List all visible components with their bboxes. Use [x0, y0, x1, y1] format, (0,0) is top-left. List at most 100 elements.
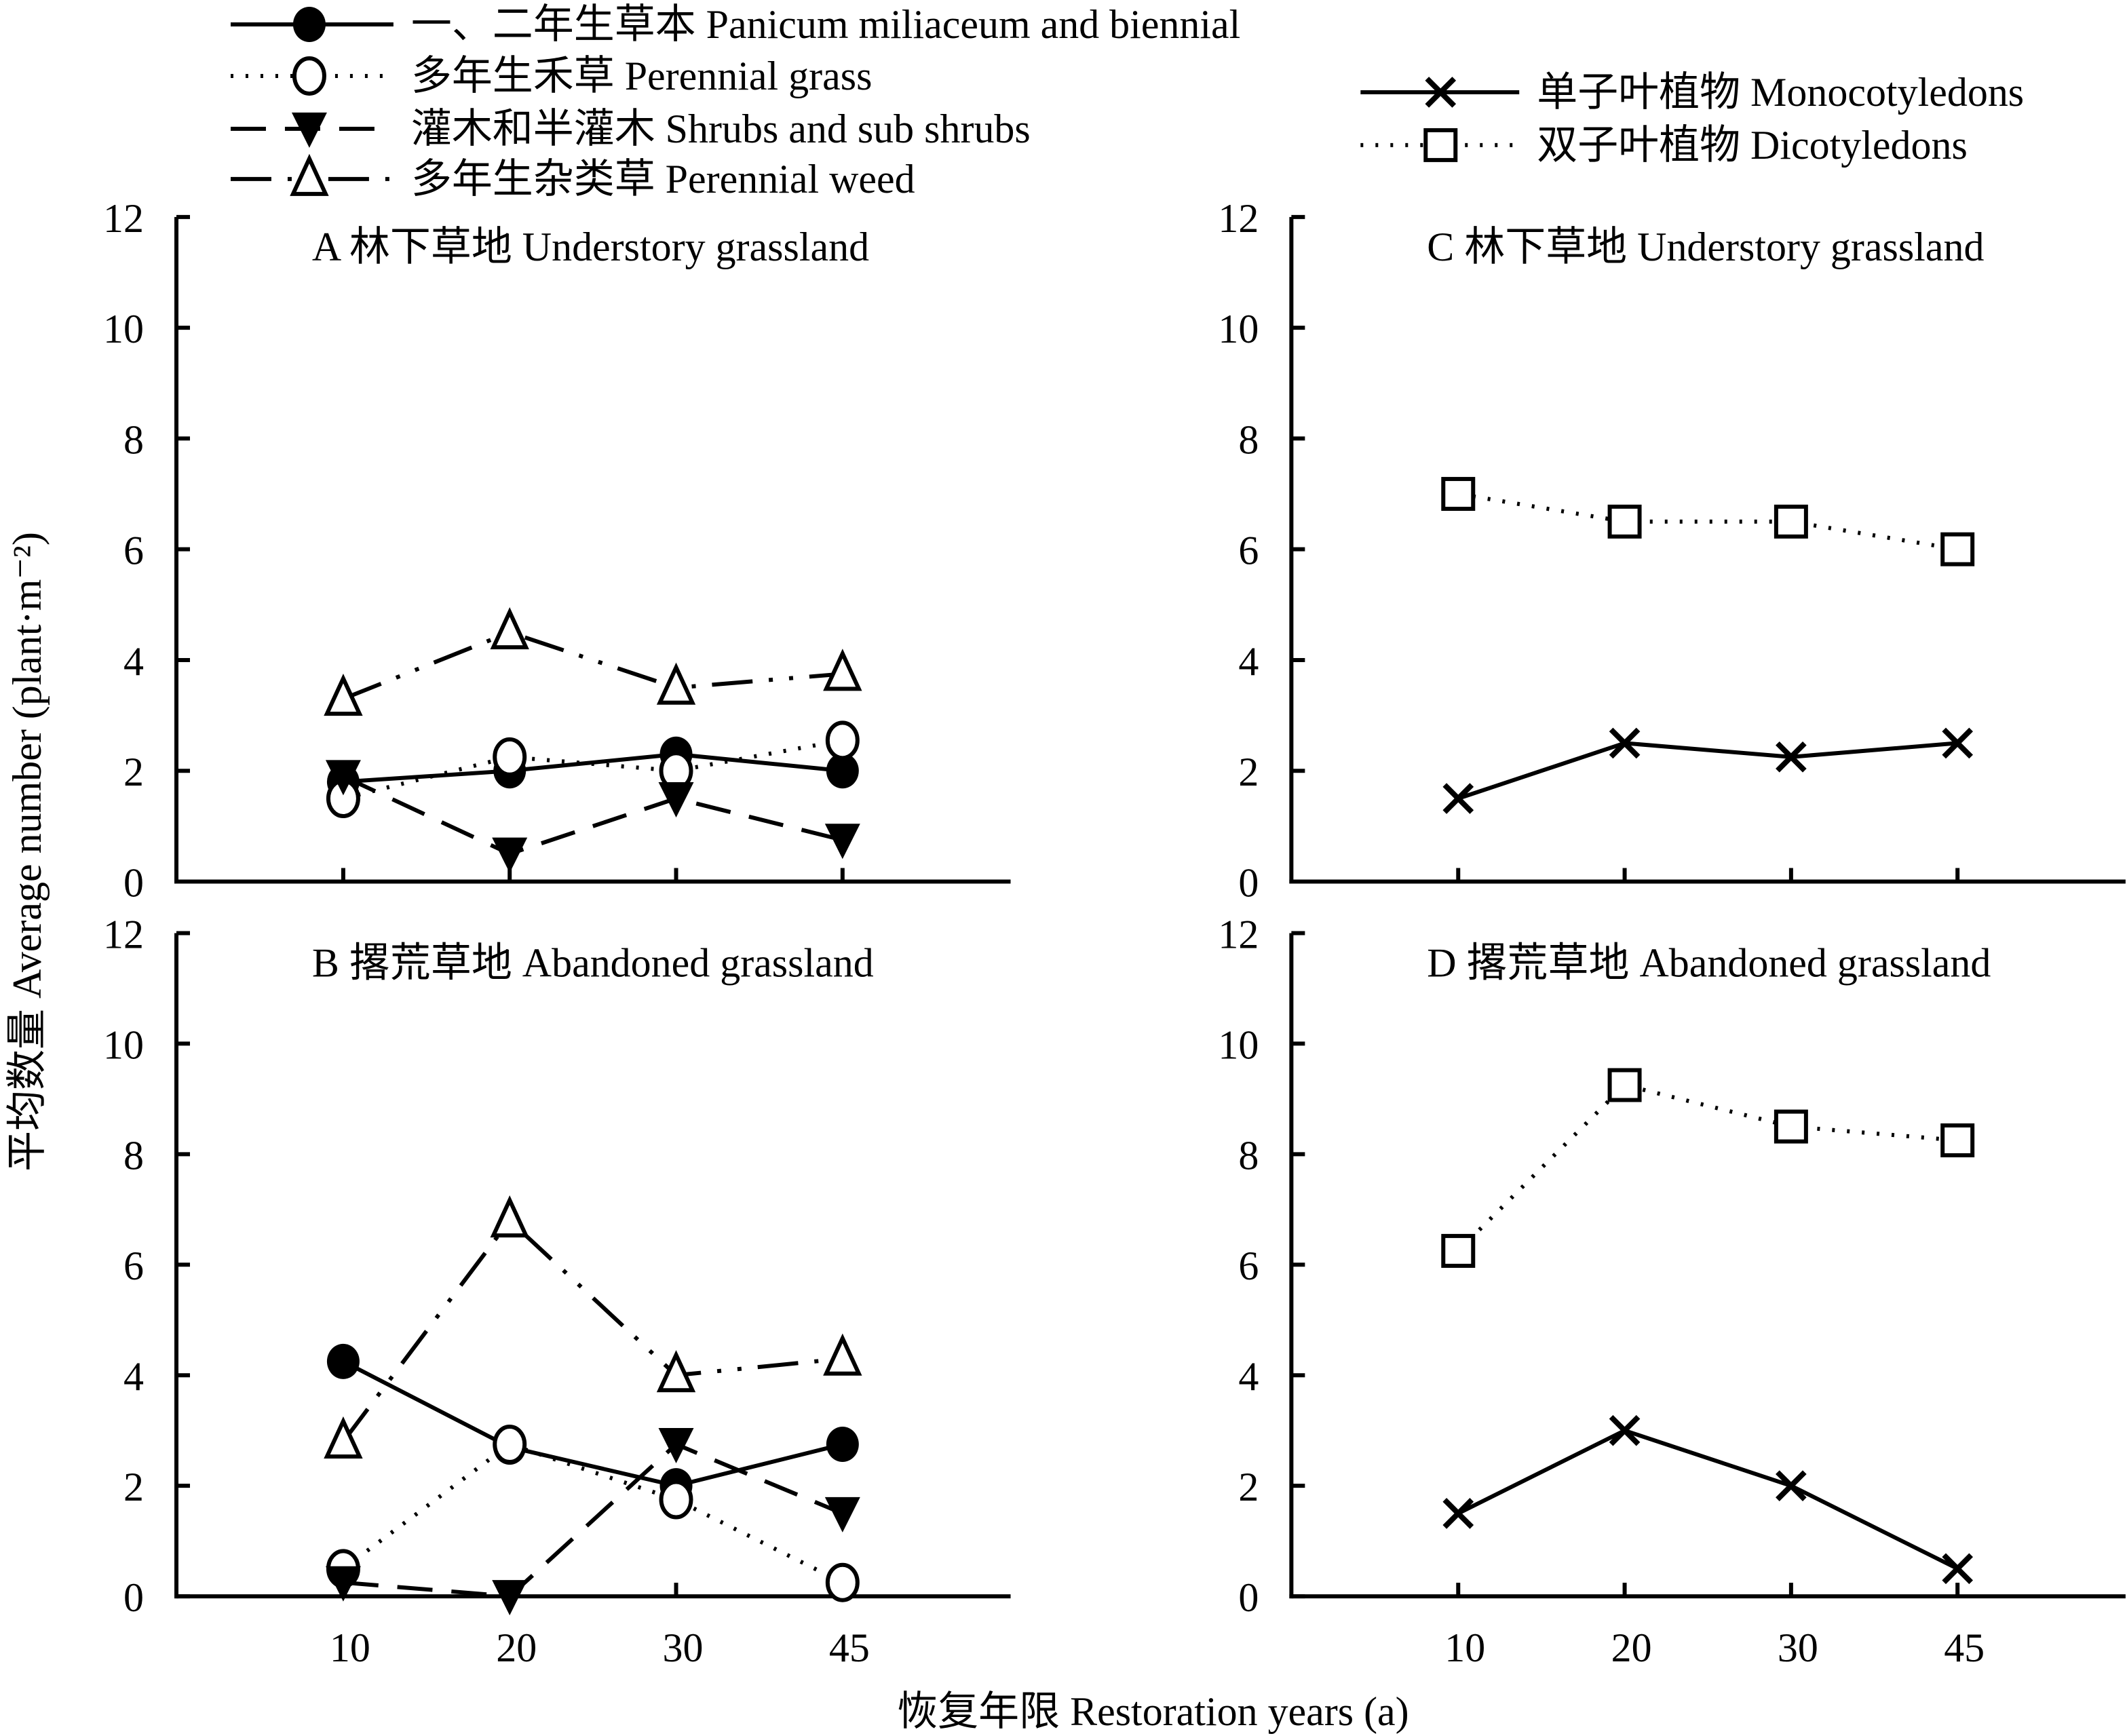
y-tick-label: 2	[123, 750, 144, 794]
panel-title: C 林下草地 Understory grassland	[1427, 225, 1984, 269]
legend-marker-icon	[292, 6, 326, 42]
legend-item-mono: 单子叶植物 Monocotyledons	[1360, 70, 2024, 115]
data-point-mono	[1609, 1414, 1641, 1446]
data-point-dicot	[1940, 1123, 1975, 1157]
data-point-mono	[1442, 1498, 1474, 1529]
y-tick-label: 2	[1238, 750, 1259, 794]
panel-D: 0 2 4 6 8 10 12 10 20 30 45 D 撂荒草地 Abandoned grassl…	[1218, 912, 2126, 1670]
y-tick-label: 8	[123, 417, 144, 462]
data-point-pweed	[823, 1333, 862, 1376]
legend-label: 双子叶植物 Dicotyledons	[1537, 123, 1968, 168]
legend-label: 单子叶植物 Monocotyledons	[1537, 70, 2024, 115]
data-point-mono	[1776, 741, 1807, 773]
y-tick-label: 4	[1238, 639, 1259, 684]
series-pweed	[324, 1195, 862, 1459]
legend-marker-icon	[292, 56, 326, 96]
series-line-shrubs	[342, 774, 843, 856]
data-point-shrubs	[325, 760, 361, 796]
legend-item-pgrass: 多年生禾草 Perennial grass	[230, 54, 873, 98]
series-line-shrubs	[343, 1442, 843, 1599]
x-tick-label: 20	[1611, 1625, 1652, 1670]
series-pgrass	[326, 1425, 860, 1602]
data-point-mono	[1442, 783, 1474, 814]
data-point-dicot	[1441, 477, 1476, 512]
y-tick-label: 10	[103, 1022, 144, 1067]
legend-label: 灌木和半灌木 Shrubs and sub shrubs	[411, 107, 1031, 151]
series-pweed	[324, 606, 862, 716]
data-point-pweed	[490, 1195, 529, 1238]
panels: 0 2 4 6 8 10 12 A 林下草地 Understory grassland 0 2 4 6…	[103, 196, 2126, 1670]
data-point-pweed	[656, 662, 696, 705]
data-point-shrubs	[325, 1566, 361, 1602]
legend-item-dicot: 双子叶植物 Dicotyledons	[1360, 123, 1968, 168]
legend-marker-icon	[1423, 128, 1458, 162]
data-point-mono	[1776, 1470, 1807, 1501]
y-tick-label: 10	[103, 307, 144, 351]
data-point-shrubs	[492, 837, 528, 873]
x-tick-label: 30	[1778, 1625, 1818, 1670]
series-line-pgrass	[343, 738, 843, 801]
panel-C: 0 2 4 6 8 10 12 C 林下草地 Understory grassland	[1218, 196, 2126, 905]
panel-A: 0 2 4 6 8 10 12 A 林下草地 Understory grassland	[103, 196, 1011, 905]
data-point-pgrass	[825, 720, 860, 760]
data-point-panicum	[826, 753, 859, 789]
series-line-panicum	[342, 1359, 843, 1488]
data-point-dicot	[1607, 1068, 1642, 1102]
data-point-pweed	[324, 1416, 363, 1459]
y-tick-label: 12	[103, 196, 144, 241]
panel-title: B 撂荒草地 Abandoned grassland	[312, 940, 874, 985]
data-point-pweed	[823, 649, 862, 691]
x-tick-label: 45	[1944, 1625, 1985, 1670]
legend-item-shrubs: 灌木和半灌木 Shrubs and sub shrubs	[230, 107, 1031, 151]
data-point-dicot	[1940, 532, 1975, 566]
y-tick-label: 0	[123, 1575, 144, 1620]
legend: 一、二年生草本 Panicum miliaceum and biennial 多年…	[230, 2, 2024, 201]
y-tick-label: 12	[103, 912, 144, 957]
series-mono	[1442, 727, 1974, 814]
data-point-mono	[1942, 727, 1974, 759]
data-point-shrubs	[658, 782, 694, 818]
data-point-mono	[1609, 727, 1641, 759]
series-shrubs	[325, 1428, 860, 1616]
legend-label: 一、二年生草本 Panicum miliaceum and biennial	[411, 2, 1240, 47]
data-point-shrubs	[824, 1497, 860, 1532]
y-tick-label: 12	[1218, 912, 1259, 957]
y-tick-label: 4	[1238, 1354, 1259, 1399]
data-point-shrubs	[824, 824, 860, 860]
series-line-panicum	[343, 752, 843, 784]
y-tick-label: 4	[123, 1354, 144, 1399]
x-tick-label: 45	[829, 1625, 870, 1670]
legend-marker-icon	[291, 112, 327, 148]
y-tick-label: 6	[1238, 528, 1259, 573]
data-point-pgrass	[493, 1425, 527, 1465]
y-tick-label: 6	[123, 528, 144, 573]
series-line-mono	[1457, 1428, 1959, 1571]
y-tick-label: 6	[1238, 1243, 1259, 1288]
y-tick-label: 2	[123, 1465, 144, 1509]
y-tick-label: 10	[1218, 307, 1259, 351]
series-dicot	[1441, 1068, 1975, 1268]
series-line-pweed	[342, 630, 843, 701]
legend-label: 多年生杂类草 Perennial weed	[411, 157, 915, 201]
legend-marker-icon	[290, 153, 329, 196]
series-line-dicot	[1457, 492, 1958, 552]
data-point-pgrass	[659, 1480, 693, 1520]
x-tick-label: 10	[1444, 1625, 1485, 1670]
data-point-dicot	[1774, 1109, 1808, 1144]
data-point-dicot	[1774, 504, 1808, 539]
legend-marker-icon	[1425, 77, 1457, 108]
legend-item-pweed: 多年生杂类草 Perennial weed	[230, 153, 915, 201]
series-line-dicot	[1457, 1083, 1958, 1253]
data-point-panicum	[826, 1427, 859, 1463]
series-panicum	[326, 736, 859, 800]
data-point-pweed	[656, 1350, 696, 1393]
y-tick-label: 0	[1238, 860, 1259, 905]
legend-label: 多年生禾草 Perennial grass	[411, 54, 873, 98]
y-tick-label: 0	[123, 860, 144, 905]
data-point-dicot	[1607, 504, 1642, 539]
panel-title: D 撂荒草地 Abandoned grassland	[1427, 940, 1991, 985]
y-tick-label: 0	[1238, 1575, 1259, 1620]
data-point-pweed	[324, 673, 363, 716]
data-point-mono	[1942, 1553, 1974, 1585]
